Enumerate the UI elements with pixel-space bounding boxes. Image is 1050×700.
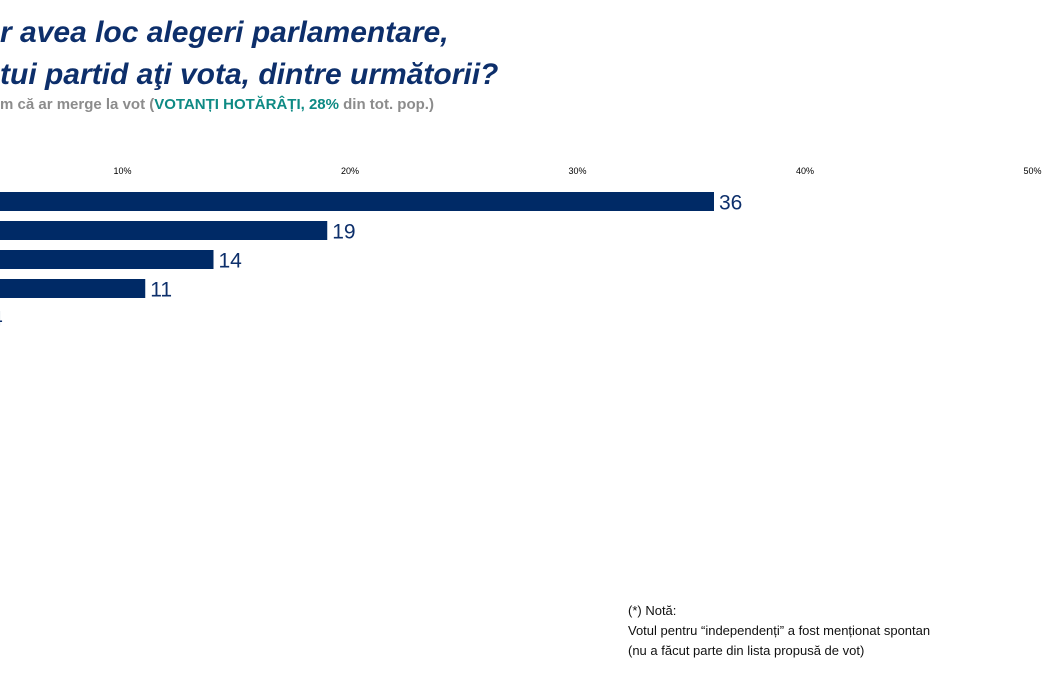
bar-value-label: 36 <box>719 192 742 215</box>
bar <box>0 279 146 298</box>
x-tick-label: 50% <box>1023 166 1041 176</box>
bar <box>0 192 714 211</box>
bar <box>0 221 328 240</box>
footnote-line-2: (nu a făcut parte din lista propusă de v… <box>628 643 865 658</box>
bar-value-label: 11 <box>150 279 172 302</box>
chart-subtitle: m că ar merge la vot (VOTANȚI HOTĂRÂȚI, … <box>0 96 434 113</box>
footnote: (*) Notă: Votul pentru “independenți” a … <box>628 601 930 661</box>
bar-chart: 10% 20% 30% 40% 50% 36 19 14 11 4 <box>0 166 1042 331</box>
subtitle-suffix: din tot. pop.) <box>338 96 434 113</box>
x-tick-label: 10% <box>113 166 131 176</box>
bar-value-label: 14 <box>219 250 243 273</box>
chart-title-line-1: r avea loc alegeri parlamentare, <box>0 16 449 49</box>
footnote-title: (*) Notă: <box>628 603 677 618</box>
bar <box>0 250 214 269</box>
bar-value-label: 4 <box>0 308 3 331</box>
x-tick-label: 20% <box>341 166 359 176</box>
footnote-line-1: Votul pentru “independenți” a fost menți… <box>628 623 931 638</box>
chart-title-line-2: tui partid aţi vota, dintre următorii? <box>0 58 499 91</box>
x-tick-label: 30% <box>568 166 586 176</box>
x-tick-label: 40% <box>796 166 814 176</box>
subtitle-highlight: VOTANȚI HOTĂRÂȚI, 28% <box>154 96 339 113</box>
subtitle-prefix: m că ar merge la vot ( <box>0 96 155 113</box>
bar-value-label: 19 <box>332 221 355 244</box>
